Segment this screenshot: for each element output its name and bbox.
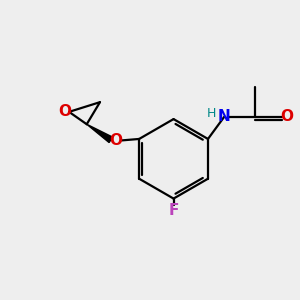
Text: O: O [280, 110, 293, 124]
Text: O: O [58, 104, 71, 119]
Text: N: N [218, 110, 230, 124]
Text: O: O [110, 133, 123, 148]
Text: H: H [207, 107, 217, 120]
Polygon shape [87, 124, 112, 142]
Text: F: F [168, 203, 179, 218]
